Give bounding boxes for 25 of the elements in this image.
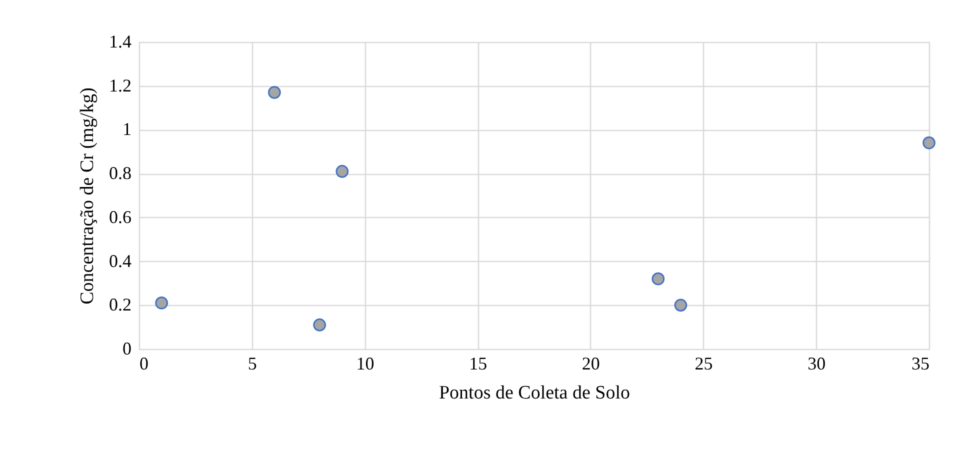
y-tick-label: 1.4 [109, 32, 132, 52]
x-tick-label: 25 [694, 354, 713, 374]
x-tick-label: 30 [808, 354, 826, 374]
y-tick-label: 0 [122, 338, 132, 358]
y-axis-title: Concentração de Cr (mg/kg) [77, 88, 98, 304]
y-tick-label: 1 [122, 119, 132, 140]
x-tick-label: 20 [582, 354, 600, 374]
y-tick-label: 1.2 [109, 75, 132, 96]
x-tick-label: 5 [248, 354, 257, 374]
x-tick-label: 0 [140, 354, 148, 374]
x-tick-label: 10 [356, 354, 374, 374]
x-axis-title: Pontos de Coleta de Solo [438, 382, 630, 404]
y-tick-label: 0.8 [109, 163, 132, 184]
x-tick-label: 35 [912, 354, 930, 374]
point [652, 272, 665, 286]
y-tick-label: 0.2 [109, 294, 132, 315]
y-tick-label: 0.4 [109, 250, 132, 271]
x-tick-label: 15 [469, 354, 488, 374]
point [313, 318, 326, 332]
point [155, 296, 168, 310]
point [674, 298, 688, 312]
point [922, 136, 936, 150]
y-tick-label: 0.6 [109, 206, 132, 227]
point [268, 86, 281, 99]
point [336, 164, 349, 178]
